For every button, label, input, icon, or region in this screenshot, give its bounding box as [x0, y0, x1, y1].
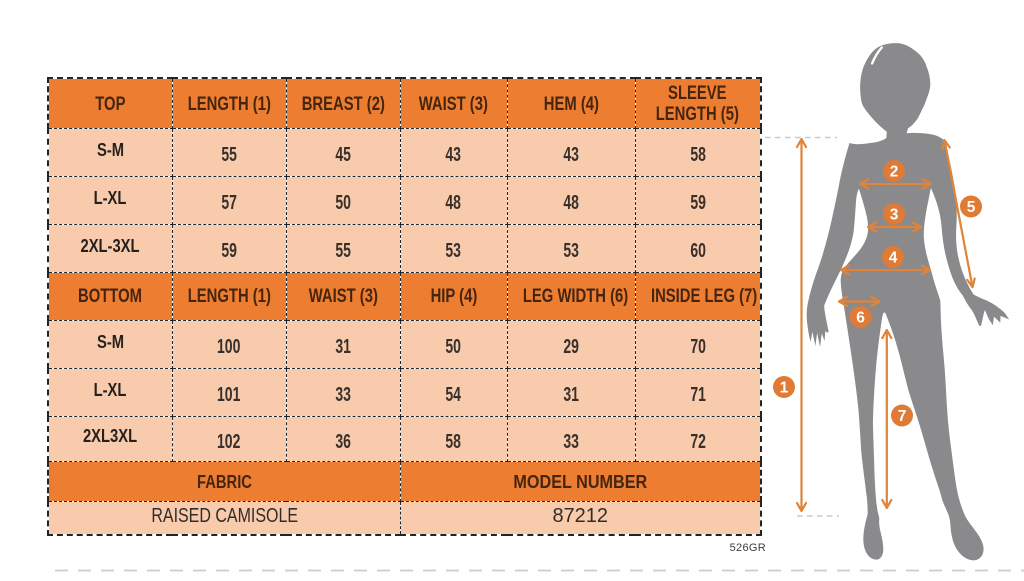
svg-text:7: 7: [898, 408, 907, 425]
svg-text:2: 2: [890, 163, 899, 180]
svg-text:4: 4: [889, 249, 898, 266]
svg-text:6: 6: [856, 309, 865, 326]
svg-text:3: 3: [890, 206, 899, 223]
svg-text:5: 5: [967, 199, 976, 216]
svg-text:1: 1: [780, 379, 789, 396]
